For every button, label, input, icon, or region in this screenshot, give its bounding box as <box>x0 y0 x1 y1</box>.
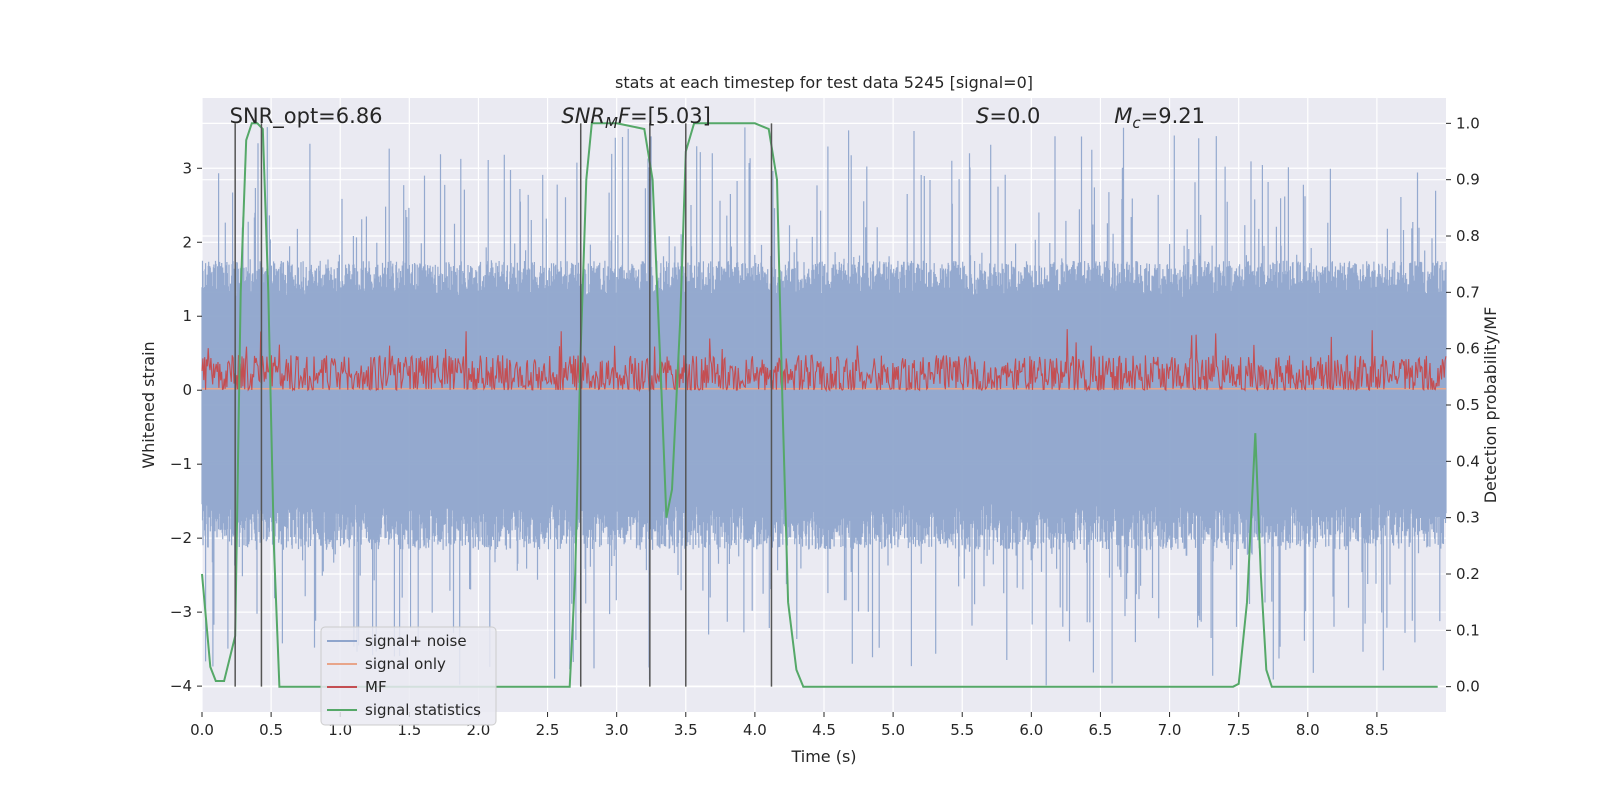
series-mf <box>201 329 1447 393</box>
x-tick-label: 6.0 <box>1019 721 1043 739</box>
annotation: Mc=9.21 <box>1114 104 1205 132</box>
x-tick-label: 6.5 <box>1089 721 1113 739</box>
legend: signal+ noise signal only MF signal statist… <box>320 626 497 726</box>
legend-label: MF <box>365 678 387 696</box>
y-tick-label-right: 0.0 <box>1456 678 1480 696</box>
y-tick-label-right: 0.3 <box>1456 509 1480 527</box>
y-tick-label-right: 0.4 <box>1456 452 1480 470</box>
y-tick-label-right: 0.2 <box>1456 565 1480 583</box>
y-tick-label-right: 0.6 <box>1456 340 1480 358</box>
series-signal-statistics <box>201 122 1438 688</box>
x-tick-label: 3.0 <box>605 721 629 739</box>
x-tick-label: 4.5 <box>812 721 836 739</box>
y-axis-label-right: Detection probability/MF <box>1481 307 1500 504</box>
y-tick-label-right: 0.7 <box>1456 283 1480 301</box>
x-tick-label: 7.0 <box>1158 721 1182 739</box>
x-tick-label: 5.5 <box>950 721 974 739</box>
y-tick-label-left: −4 <box>170 677 192 695</box>
legend-label: signal+ noise <box>365 632 467 650</box>
x-tick-label: 3.5 <box>674 721 698 739</box>
x-tick-label: 7.5 <box>1227 721 1251 739</box>
x-tick-label: 0.5 <box>259 721 283 739</box>
annotation: SNR_opt=6.86 <box>230 104 383 129</box>
annotation: SNRMF=[5.03] <box>561 104 710 132</box>
x-tick-label: 2.5 <box>536 721 560 739</box>
y-tick-label-right: 0.5 <box>1456 396 1480 414</box>
y-tick-label-left: 2 <box>182 233 192 251</box>
y-tick-label-left: 0 <box>182 381 192 399</box>
y-tick-label-right: 1.0 <box>1456 114 1480 132</box>
series-signal-plus-noise <box>201 127 1447 686</box>
chart-title: stats at each timestep for test data 524… <box>615 73 1033 92</box>
legend-label: signal only <box>365 655 446 673</box>
x-axis-label: Time (s) <box>790 747 856 766</box>
y-tick-label-left: 3 <box>182 159 192 177</box>
annotation: S=0.0 <box>976 104 1040 128</box>
y-tick-label-left: −2 <box>170 529 192 547</box>
y-tick-label-right: 0.8 <box>1456 227 1480 245</box>
y-tick-label-right: 0.1 <box>1456 621 1480 639</box>
x-tick-label: 4.0 <box>743 721 767 739</box>
y-tick-label-left: −1 <box>170 455 192 473</box>
legend-box <box>320 626 497 726</box>
y-tick-label-left: 1 <box>182 307 192 325</box>
x-tick-label: 8.5 <box>1365 721 1389 739</box>
y-tick-label-right: 0.9 <box>1456 171 1480 189</box>
x-tick-label: 8.0 <box>1296 721 1320 739</box>
y-axis-label-left: Whitened strain <box>139 341 158 468</box>
x-tick-label: 5.0 <box>881 721 905 739</box>
x-tick-label: 0.0 <box>190 721 214 739</box>
legend-label: signal statistics <box>365 701 481 719</box>
y-tick-label-left: −3 <box>170 603 192 621</box>
